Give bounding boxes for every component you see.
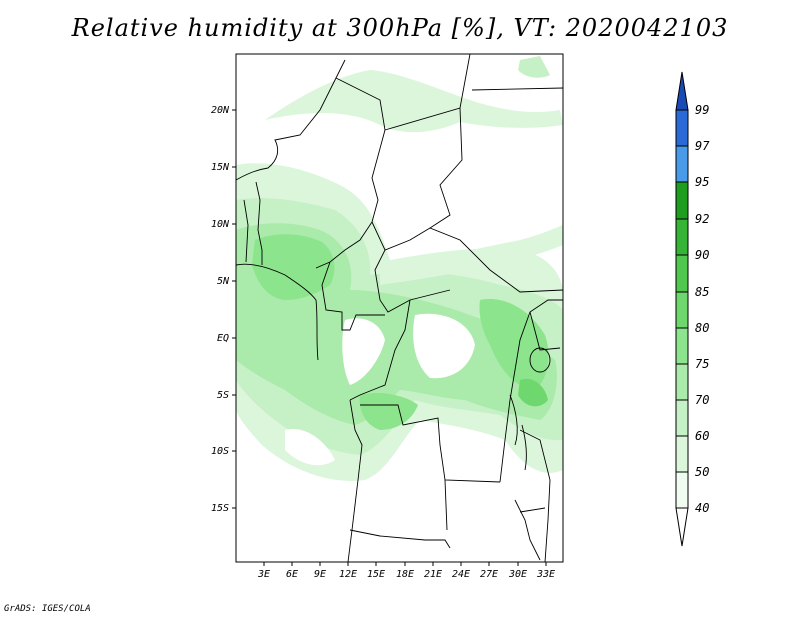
colorbar-label-85: 85	[695, 285, 709, 299]
lon-label-27e: 27E	[480, 569, 498, 580]
lon-label-9e: 9E	[314, 569, 326, 580]
humidity-region	[342, 318, 385, 385]
lon-label-18e: 18E	[396, 569, 414, 580]
lake-outline	[509, 394, 518, 446]
lat-label-15n: 15N	[211, 162, 230, 173]
lon-label-21e: 21E	[424, 569, 442, 580]
humidity-region	[265, 70, 563, 133]
border-line	[444, 479, 448, 531]
colorbar-bottom-triangle	[675, 507, 689, 547]
lon-label-12e: 12E	[339, 569, 357, 580]
colorbar-label-90: 90	[695, 248, 709, 262]
humidity-region	[518, 56, 550, 78]
colorbar-label-40: 40	[695, 501, 709, 515]
colorbar-top-triangle	[675, 71, 689, 111]
colorbar-label-99: 99	[695, 103, 709, 117]
humidity-region	[518, 378, 548, 407]
colorbar-label-97: 97	[695, 139, 710, 153]
colorbar-swatch-50-60	[675, 435, 689, 473]
lon-label-15e: 15E	[367, 569, 385, 580]
humidity-region	[413, 313, 475, 379]
colorbar-label-70: 70	[695, 393, 709, 407]
border-line	[529, 311, 561, 351]
colorbar-label-92: 92	[695, 212, 709, 226]
lat-label-eq: EQ	[217, 333, 229, 344]
border-line	[374, 249, 451, 313]
border-line	[471, 87, 563, 91]
humidity-shading	[236, 56, 563, 481]
lat-label-5n: 5N	[217, 276, 230, 287]
colorbar-swatch-92-95	[675, 181, 689, 220]
border-line	[499, 299, 563, 483]
lon-label-30e: 30E	[508, 569, 527, 580]
border-line	[514, 499, 541, 561]
border-line	[349, 529, 451, 549]
colorbar-swatch-97-99	[675, 109, 689, 147]
border-line	[349, 299, 411, 401]
colorbar-swatch-60-70	[675, 399, 689, 437]
plot-frame	[235, 53, 564, 563]
lat-label-20n: 20N	[211, 105, 230, 116]
border-line	[243, 199, 249, 263]
colorbar-swatch-70-75	[675, 363, 689, 401]
border-line	[429, 107, 463, 229]
border-line	[347, 399, 363, 562]
lat-label-5s: 5S	[217, 390, 229, 401]
humidity-region	[380, 225, 563, 285]
lat-label-15s: 15S	[211, 503, 229, 514]
colorbar: 40 50 60 70 75 80 85 90 92 95 97 99	[675, 71, 710, 547]
humidity-region	[252, 234, 335, 300]
colorbar-swatch-85-90	[675, 254, 689, 293]
colorbar-swatch-95-97	[675, 145, 689, 183]
country-borders	[236, 54, 563, 562]
humidity-region	[359, 393, 418, 430]
lon-label-3e: 3E	[257, 569, 270, 580]
border-line	[321, 261, 385, 331]
border-line	[335, 77, 386, 223]
humidity-region	[285, 429, 335, 466]
border-line	[236, 263, 319, 361]
colorbar-swatch-40-50	[675, 471, 689, 509]
longitude-axis: 3E 6E 9E 12E 15E 18E 21E 24E 27E 30E 33E	[257, 562, 555, 580]
lon-label-24e: 24E	[452, 569, 470, 580]
lake-outline	[519, 507, 546, 513]
colorbar-swatch-75-80	[675, 327, 689, 365]
humidity-region	[479, 299, 549, 390]
lat-label-10s: 10S	[211, 446, 229, 457]
colorbar-swatch-90-92	[675, 218, 689, 256]
border-line	[315, 221, 373, 269]
colorbar-swatch-80-85	[675, 291, 689, 329]
colorbar-label-60: 60	[695, 429, 709, 443]
colorbar-label-95: 95	[695, 175, 709, 189]
latitude-axis: 20N 15N 10N 5N EQ 5S 10S 15S	[211, 105, 236, 514]
lat-label-10n: 10N	[211, 219, 230, 230]
border-line	[519, 429, 551, 562]
border-line	[236, 59, 346, 181]
colorbar-label-50: 50	[695, 465, 709, 479]
map-title: Relative humidity at 300hPa [%], VT: 202…	[71, 14, 729, 42]
lake-outline	[521, 424, 527, 471]
colorbar-label-75: 75	[695, 357, 709, 371]
grads-credit: GrADS: IGES/COLA	[4, 604, 91, 614]
border-line	[255, 181, 263, 265]
lon-label-33e: 33E	[536, 569, 555, 580]
border-line	[371, 221, 563, 293]
colorbar-label-80: 80	[695, 321, 709, 335]
lon-label-6e: 6E	[286, 569, 298, 580]
lakes	[509, 347, 551, 513]
lake-outline	[529, 347, 551, 373]
